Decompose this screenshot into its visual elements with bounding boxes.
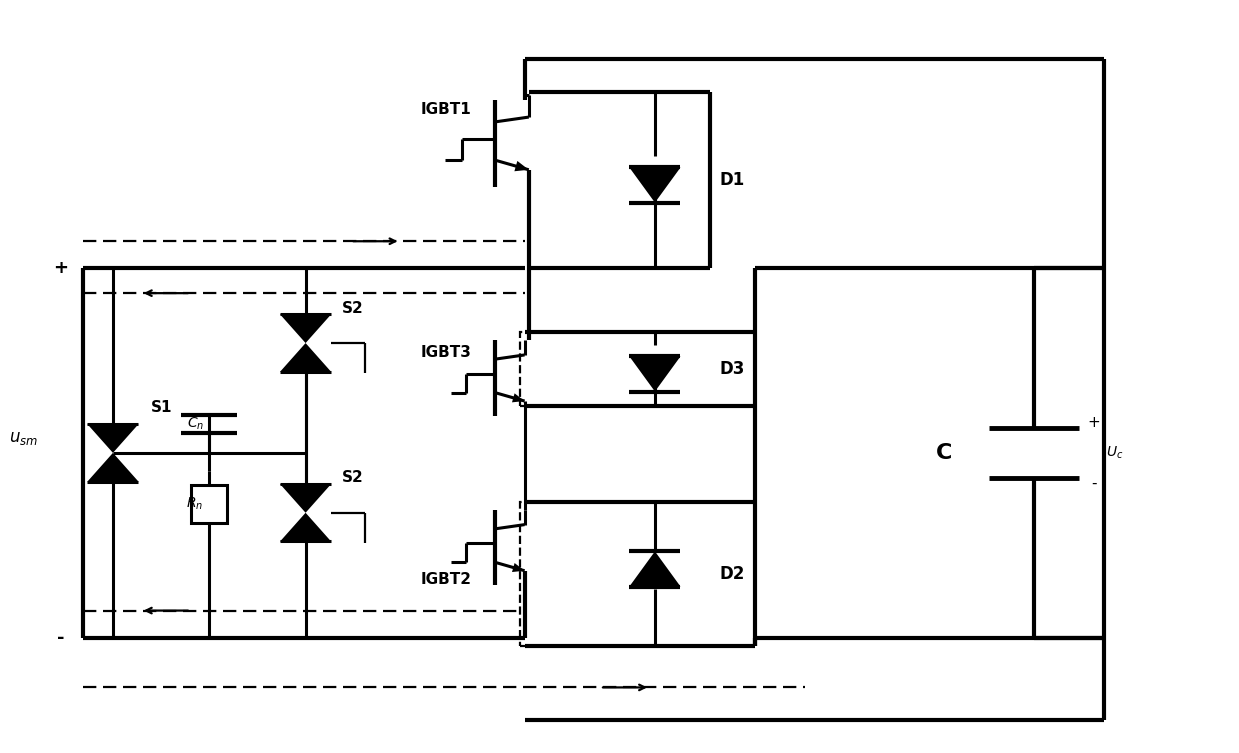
Polygon shape xyxy=(512,563,524,572)
Polygon shape xyxy=(280,343,331,372)
Bar xyxy=(519,332,755,406)
Text: -: - xyxy=(57,629,64,647)
Text: $C_n$: $C_n$ xyxy=(187,416,203,432)
Polygon shape xyxy=(512,393,524,402)
Polygon shape xyxy=(629,551,680,587)
Text: IGBT2: IGBT2 xyxy=(420,572,471,587)
Text: -: - xyxy=(1092,475,1097,490)
Polygon shape xyxy=(280,513,331,541)
Polygon shape xyxy=(514,161,529,171)
Text: +: + xyxy=(1088,416,1100,431)
Text: D3: D3 xyxy=(720,360,745,378)
Text: $U_c$: $U_c$ xyxy=(1106,445,1124,461)
Polygon shape xyxy=(88,424,139,453)
Polygon shape xyxy=(629,167,680,203)
Text: +: + xyxy=(53,259,68,277)
Text: S2: S2 xyxy=(342,300,363,316)
Text: S1: S1 xyxy=(151,401,172,416)
Text: $u_{sm}$: $u_{sm}$ xyxy=(9,429,37,447)
Text: IGBT1: IGBT1 xyxy=(420,102,471,117)
Text: $R_n$: $R_n$ xyxy=(186,495,203,512)
Text: D2: D2 xyxy=(720,565,745,583)
Text: C: C xyxy=(937,443,953,463)
Text: D1: D1 xyxy=(720,171,745,189)
Bar xyxy=(519,502,755,645)
Polygon shape xyxy=(280,484,331,513)
Polygon shape xyxy=(280,314,331,343)
Text: IGBT3: IGBT3 xyxy=(420,346,471,361)
Bar xyxy=(191,485,227,523)
Text: S2: S2 xyxy=(342,471,363,486)
Polygon shape xyxy=(88,453,139,482)
Polygon shape xyxy=(629,356,680,392)
